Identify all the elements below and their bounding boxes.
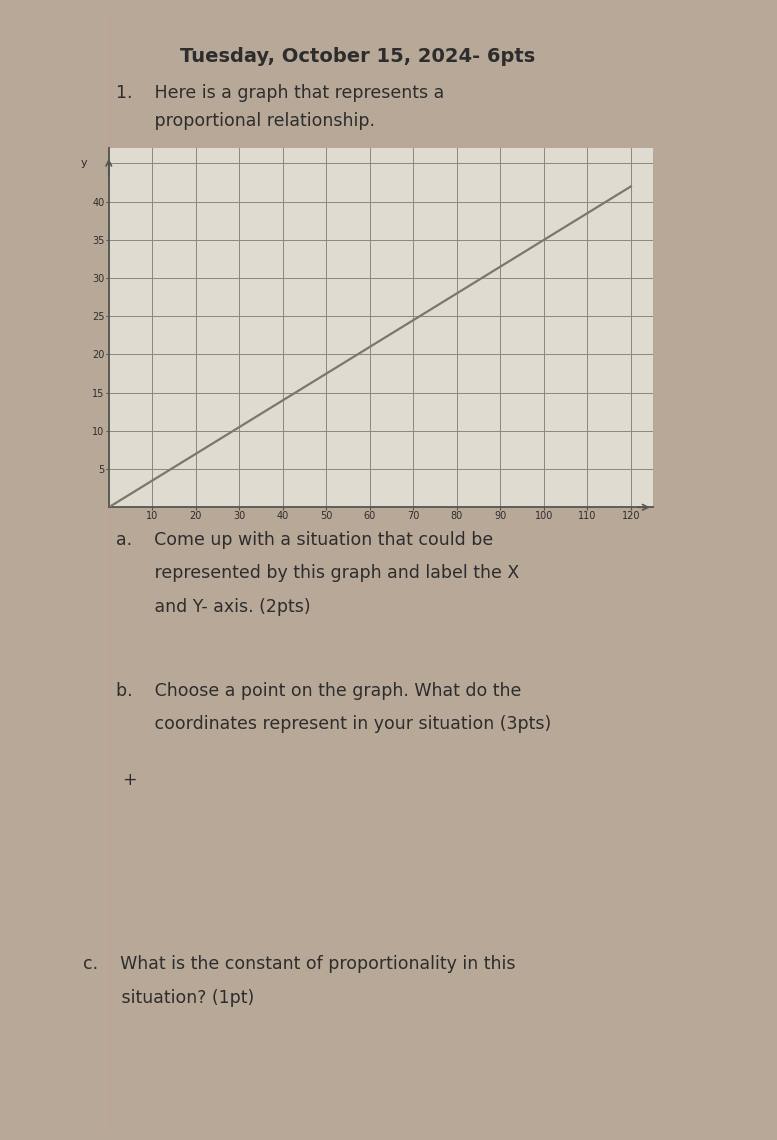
Text: 1.    Here is a graph that represents a: 1. Here is a graph that represents a bbox=[116, 84, 444, 101]
Text: Tuesday, October 15, 2024- 6pts: Tuesday, October 15, 2024- 6pts bbox=[179, 47, 535, 66]
Text: represented by this graph and label the X: represented by this graph and label the … bbox=[116, 564, 519, 583]
Text: a.    Come up with a situation that could be: a. Come up with a situation that could b… bbox=[116, 531, 493, 548]
Text: coordinates represent in your situation (3pts): coordinates represent in your situation … bbox=[116, 715, 551, 733]
Text: +: + bbox=[123, 771, 137, 789]
Text: c.    What is the constant of proportionality in this: c. What is the constant of proportionali… bbox=[83, 955, 516, 974]
Text: y: y bbox=[80, 158, 87, 169]
Text: b.    Choose a point on the graph. What do the: b. Choose a point on the graph. What do … bbox=[116, 682, 521, 700]
Text: proportional relationship.: proportional relationship. bbox=[116, 112, 375, 130]
Text: situation? (1pt): situation? (1pt) bbox=[83, 990, 255, 1007]
Text: and Y- axis. (2pts): and Y- axis. (2pts) bbox=[116, 597, 311, 616]
